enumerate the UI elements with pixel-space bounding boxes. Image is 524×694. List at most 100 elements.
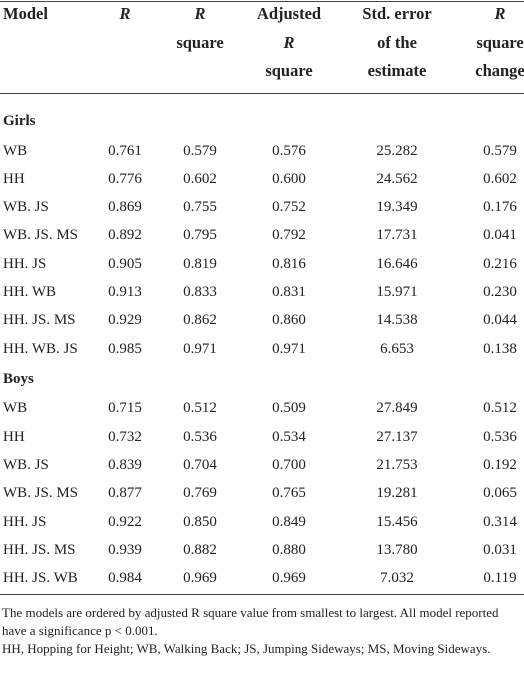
cell: 0.579 [483, 142, 517, 159]
cell: 0.862 [183, 312, 217, 329]
cell: 0.833 [183, 284, 217, 300]
cell: 15.456 [376, 513, 418, 530]
cell: 0.176 [483, 199, 517, 216]
column-header: Model [3, 4, 48, 23]
cell: 0.715 [108, 400, 142, 417]
cell: 0.576 [272, 142, 306, 159]
cell: 27.849 [376, 400, 418, 417]
row-label: WB. JS. MS [3, 485, 79, 502]
cell: 0.044 [483, 312, 517, 329]
column-header: of the [377, 32, 417, 52]
cell: 0.041 [483, 227, 517, 244]
column-header: Std. error [362, 4, 432, 23]
cell: 0.602 [183, 170, 217, 187]
cell: 0.985 [108, 340, 142, 357]
group-label: Girls [3, 113, 36, 129]
footnotes: The models are ordered by adjusted R squ… [2, 604, 522, 658]
cell: 0.230 [483, 284, 517, 300]
cell: 13.780 [376, 541, 418, 558]
cell: 16.646 [376, 255, 418, 272]
cell: 0.969 [272, 570, 306, 587]
cell: 0.849 [272, 513, 306, 530]
cell: 21.753 [376, 457, 418, 473]
cell: 0.704 [183, 457, 217, 473]
top-rule [0, 1, 524, 2]
cell: 0.880 [272, 541, 306, 558]
cell: 0.031 [483, 541, 517, 558]
cell: 0.192 [483, 457, 517, 473]
cell: 0.776 [108, 170, 142, 187]
bottom-rule [0, 594, 524, 595]
column-header: R [119, 4, 131, 23]
cell: 0.839 [108, 457, 142, 473]
row-label: WB [3, 142, 28, 159]
cell: 17.731 [376, 227, 418, 244]
cell: 0.314 [483, 513, 517, 530]
cell: 0.512 [483, 400, 517, 417]
cell: 25.282 [376, 142, 418, 159]
cell: 24.562 [376, 170, 418, 187]
cell: 0.819 [183, 255, 217, 272]
cell: 0.929 [108, 312, 142, 329]
cell: 0.065 [483, 485, 517, 502]
cell: 6.653 [380, 340, 414, 357]
cell: 0.536 [483, 428, 517, 445]
cell: 0.138 [483, 340, 517, 357]
cell: 0.761 [108, 142, 142, 159]
cell: 0.512 [183, 400, 217, 417]
row-label: HH. JS. MS [3, 541, 76, 558]
cell: 0.755 [183, 199, 217, 216]
column-header: change [475, 61, 524, 80]
cell: 0.905 [108, 255, 142, 272]
cell: 0.860 [272, 312, 306, 329]
cell: 0.850 [183, 513, 217, 530]
cell: 0.984 [108, 570, 142, 587]
column-header: square [476, 32, 524, 52]
row-label: WB [3, 400, 28, 417]
cell: 19.349 [376, 199, 418, 216]
cell: 0.732 [108, 428, 142, 445]
cell: 0.971 [272, 340, 306, 357]
cell: 19.281 [376, 485, 418, 502]
column-header: estimate [367, 61, 427, 80]
cell: 7.032 [380, 570, 414, 587]
cell: 0.509 [272, 400, 306, 417]
column-header: Adjusted [256, 4, 322, 23]
cell: 0.869 [108, 199, 142, 216]
cell: 0.752 [272, 199, 306, 216]
cell: 0.792 [272, 227, 306, 244]
cell: 0.913 [108, 284, 142, 300]
row-label: WB. JS [3, 199, 49, 216]
row-label: HH. JS. MS [3, 312, 76, 329]
cell: 0.816 [272, 255, 306, 272]
column-header: square [265, 61, 313, 80]
cell: 0.795 [183, 227, 217, 244]
cell: 0.969 [183, 570, 217, 587]
cell: 0.831 [272, 284, 306, 300]
cell: 0.922 [108, 513, 142, 530]
cell: 0.700 [272, 457, 306, 473]
cell: 0.119 [483, 570, 517, 587]
cell: 0.971 [183, 340, 217, 357]
row-label: WB. JS. MS [3, 227, 79, 244]
footnote: The models are ordered by adjusted R squ… [2, 605, 499, 638]
cell: 0.765 [272, 485, 306, 502]
row-label: HH. JS [3, 255, 47, 272]
row-label: HH. JS. WB [3, 570, 78, 587]
cell: 0.216 [483, 255, 517, 272]
column-header: R [194, 4, 206, 23]
row-label: WB. JS [3, 457, 49, 473]
cell: 0.892 [108, 227, 142, 244]
cell: 0.877 [108, 485, 142, 502]
cell: 0.882 [183, 541, 217, 558]
cell: 14.538 [376, 312, 418, 329]
group-label: Boys [3, 370, 34, 387]
cell: 0.534 [272, 428, 306, 445]
header-rule [0, 93, 524, 94]
row-label: HH. WB. JS [3, 340, 78, 357]
column-header: R [494, 4, 506, 23]
column-header: R [283, 32, 295, 52]
row-label: HH [3, 170, 25, 187]
cell: 0.939 [108, 541, 142, 558]
